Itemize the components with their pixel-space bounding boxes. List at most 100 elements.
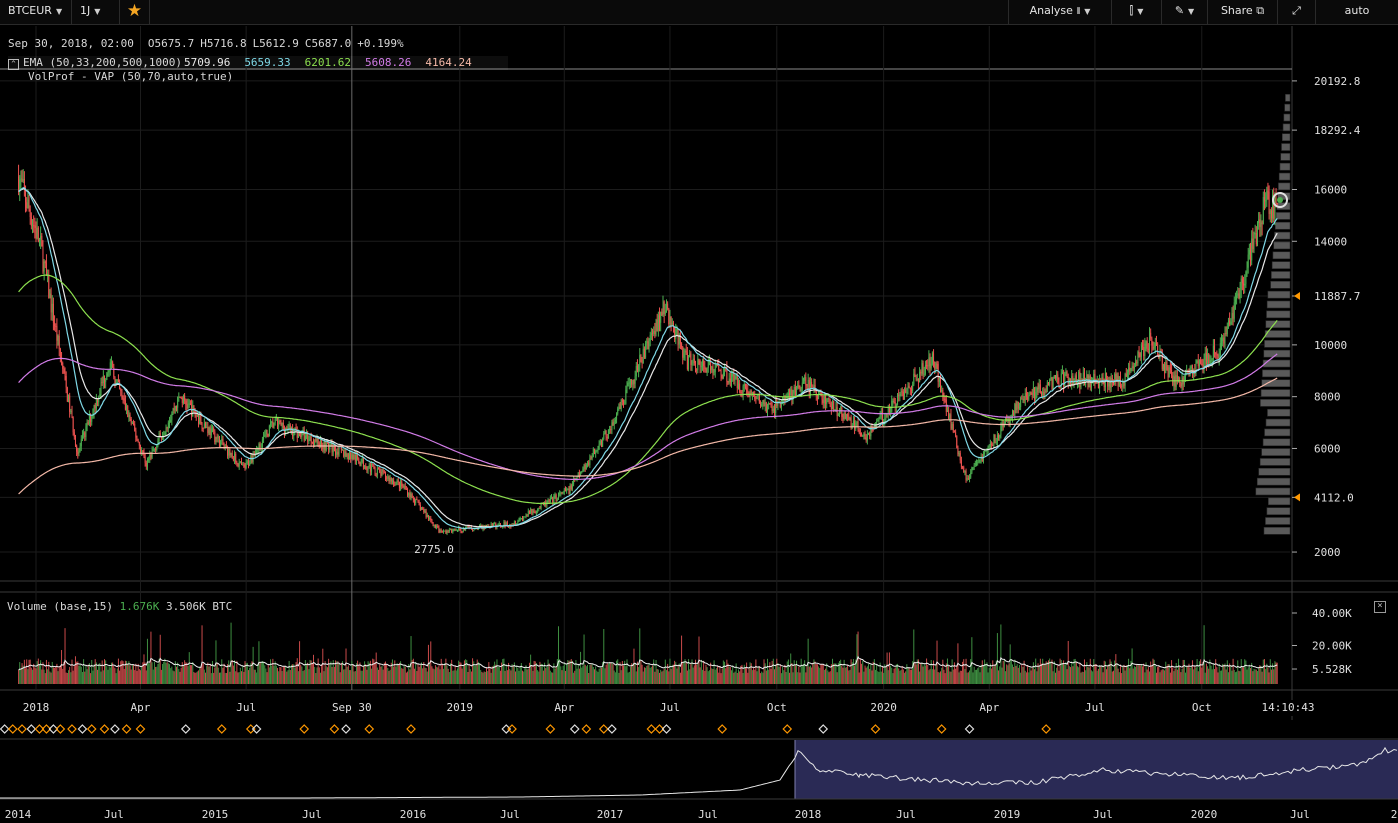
volume-bar [1262,659,1264,684]
candle-body [917,378,919,383]
candle-body [65,375,67,388]
volume-bar [520,663,522,684]
candle-body [755,398,757,400]
volume-profile-bar [1255,487,1291,496]
candle-body [908,385,910,388]
volume-bar [785,671,787,684]
close-icon[interactable]: × [1374,601,1386,613]
candle-body [199,414,201,424]
volume-bar [793,660,795,684]
volume-bar [494,661,496,684]
volume-bar [843,659,845,684]
candle-body [86,422,88,427]
candle-body [149,454,151,460]
candle-body [185,400,187,405]
collapse-icon[interactable]: ^ [8,59,19,70]
volume-bar [602,662,604,684]
candle-body [877,420,879,422]
volume-bar [1215,659,1217,684]
volume-bar [683,661,685,684]
volume-bar [1266,663,1268,684]
candle-body [66,387,68,402]
volume-bar [129,665,131,684]
candle-body [63,368,65,374]
candle-body [448,529,450,532]
candle-body [410,494,412,498]
volume-bar [1166,665,1168,684]
candle-body [218,436,220,447]
volume-bar [497,666,499,684]
candle-body [714,365,716,372]
favorite-button[interactable]: ★ [120,0,150,24]
volume-bar [700,659,702,684]
volume-bar [756,671,758,684]
candle-body [310,436,312,443]
candle-body [654,330,656,335]
candle-body [72,417,74,433]
event-markers [0,724,1052,734]
candle-body [715,364,717,366]
candle-body [59,349,61,358]
navigator-tick-label: 2017 [597,808,624,821]
volume-bar [322,648,324,684]
symbol-selector[interactable]: BTCEUR ▼ [0,0,72,24]
volume-profile-bar [1285,94,1291,102]
volume-bar [112,662,114,684]
draw-tool-button[interactable]: ✎ ▼ [1162,0,1208,24]
candle-body [30,217,32,227]
volume-bar [474,665,476,684]
ema-value-500: 5608.26 [365,56,412,69]
volume-bar [931,669,933,684]
candle-body [955,432,957,436]
candle-body [1066,371,1068,377]
candle-body [885,413,887,419]
candle-body [203,423,205,429]
candle-body [261,439,263,448]
volume-profile-bar [1265,418,1291,427]
interval-selector[interactable]: 1J ▼ [72,0,120,24]
candle-body [1166,362,1168,371]
volume-bar [277,667,279,684]
volume-bar [242,665,244,684]
volume-bar [181,662,183,684]
candle-body [992,445,994,447]
candle-body [235,453,237,463]
volume-bar [656,669,658,684]
candle-body [114,376,116,386]
volume-bar [117,658,119,684]
candle-body [354,454,356,462]
toolbar: BTCEUR ▼ 1J ▼ ★ Analyse ⫴ ▼ ⫿ ▼ ✎ ▼ Share ⧉ ⤢… [0,0,1398,25]
volume-bar [114,668,116,684]
volume-bar [192,662,194,684]
volume-bar [900,669,902,684]
volume-bar [884,664,886,684]
volume-bar [448,672,450,684]
candle-body [754,395,756,399]
navigator[interactable]: 2014 Jul 2015 Jul 2016 Jul 2017 Jul 2018 Jul 2019 J… [0,738,1398,821]
candle-body [1041,392,1043,396]
candle-body [287,425,289,429]
volume-bar [1218,663,1220,684]
event-marker [507,724,517,734]
share-button[interactable]: Share ⧉ [1208,0,1278,24]
volume-bar [172,670,174,684]
candle-body [88,414,90,425]
candle-body [611,422,613,431]
scale-mode-button[interactable]: auto [1316,0,1398,24]
candle-body [84,432,86,437]
fullscreen-button[interactable]: ⤢ [1278,0,1316,24]
analyse-button[interactable]: Analyse ⫴ ▼ [1008,0,1112,24]
volume-bar [1193,669,1195,684]
volume-bar [83,659,85,684]
volume-bar [415,661,417,684]
candle-body [734,379,736,381]
volume-bar [1236,671,1238,684]
volume-bar [762,672,764,684]
volume-bar [437,667,439,684]
volume-bar [278,671,280,684]
candle-body [1108,380,1110,387]
volume-bar [1204,672,1206,684]
chart-type-button[interactable]: ⫿ ▼ [1112,0,1162,24]
volume-bar [68,670,70,684]
